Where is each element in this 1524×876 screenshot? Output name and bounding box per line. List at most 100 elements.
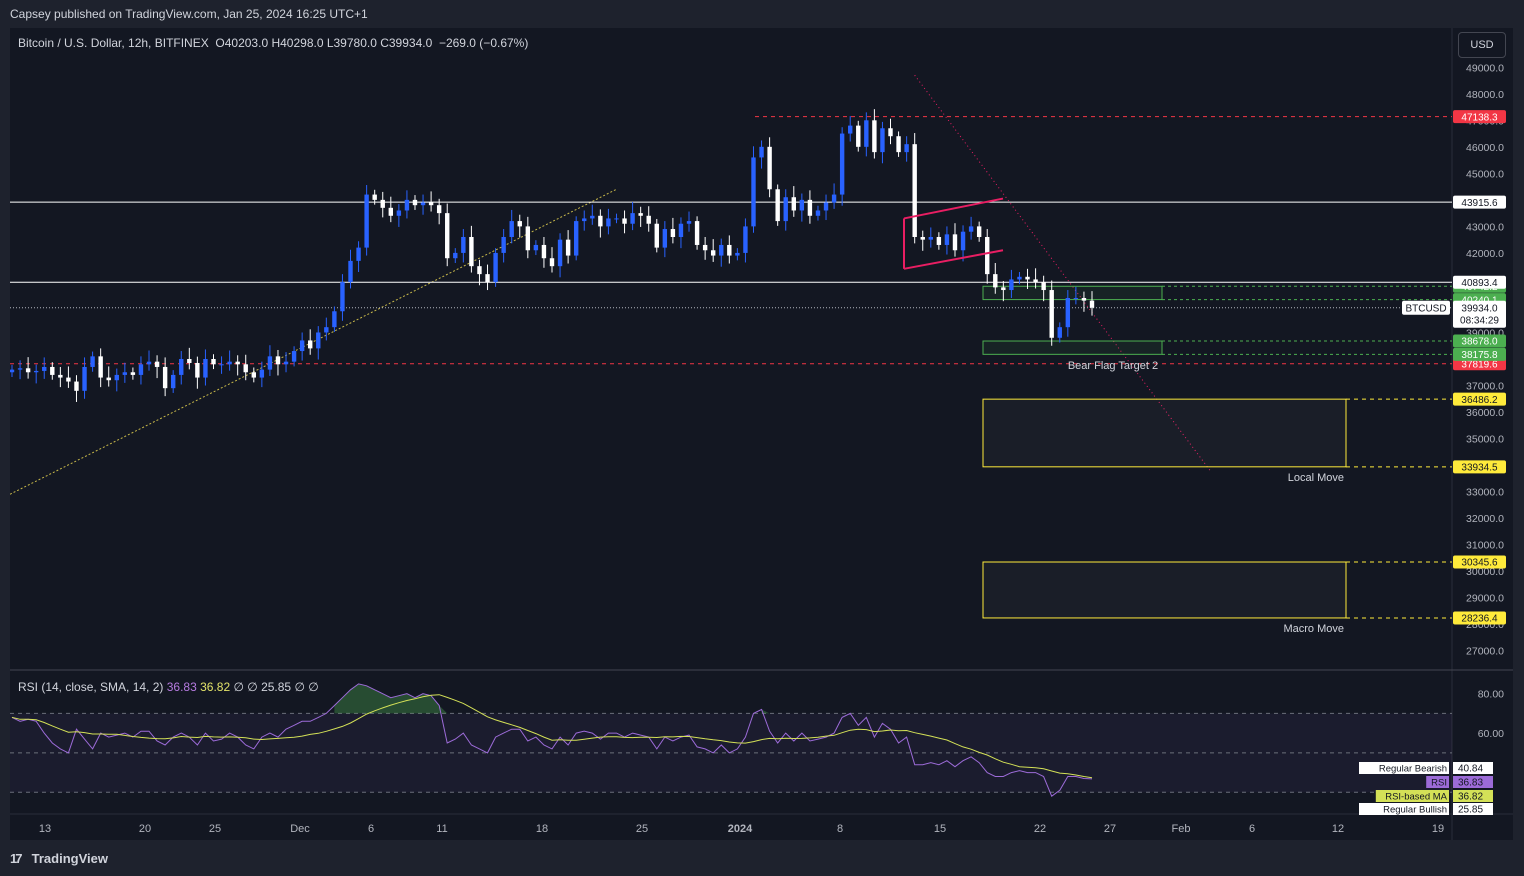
currency-button[interactable]: USD (1458, 32, 1506, 58)
rsi-null-1: ∅ (233, 680, 244, 694)
candles-group (10, 109, 1095, 402)
price-tick-label: 45000.0 (1466, 168, 1504, 180)
rsi-legend: RSI (14, close, SMA, 14, 2) 36.83 36.82 … (18, 680, 319, 694)
candle-body (324, 327, 329, 333)
candle (179, 351, 184, 385)
candle-body (573, 221, 579, 256)
candle (630, 201, 635, 231)
price-tick-label: 29000.0 (1466, 593, 1504, 605)
candle-body (823, 202, 829, 211)
local-move-zone (982, 398, 1347, 468)
candle-body (453, 252, 458, 259)
price-tick-label: 30000.0 (1466, 566, 1504, 578)
macro-move-label: Macro Move (1283, 623, 1344, 635)
candle (372, 189, 377, 205)
candle (1049, 280, 1054, 346)
candle-body (372, 194, 377, 200)
rsi-label-value-bg (1453, 803, 1493, 815)
candle (759, 140, 764, 169)
candle-body (211, 359, 216, 365)
candle (25, 357, 31, 379)
candle-body (968, 226, 974, 232)
candle-body (839, 133, 845, 195)
candle-body (1049, 290, 1054, 338)
candle (219, 356, 224, 374)
candle (993, 262, 998, 294)
candle (743, 218, 748, 263)
candle (976, 221, 982, 242)
candle (412, 195, 418, 210)
candle (243, 354, 248, 381)
rsi-label-value: 25.85 (1458, 805, 1483, 816)
countdown-tag: 08:34:29 (1460, 316, 1499, 327)
candle (880, 121, 885, 164)
candle-body (42, 366, 47, 371)
candle-body (299, 340, 305, 352)
candle (436, 198, 442, 225)
candle-body (880, 128, 885, 153)
candle-body (162, 366, 168, 389)
candle (525, 216, 531, 259)
candle (308, 329, 313, 355)
rsi-null-4: ∅ (308, 680, 319, 694)
candle-body (25, 368, 31, 373)
candle (727, 235, 732, 264)
white-price-tag-bg (1453, 195, 1506, 209)
candle-body (815, 210, 821, 216)
annotations-group: Bear Flag Target 2 Local Move Macro Move (1068, 360, 1344, 635)
green-price-tag-bg (1453, 347, 1506, 361)
candle-body (179, 359, 184, 375)
candle-body (138, 364, 144, 375)
candle-body (283, 361, 289, 365)
price-tick-label: 37000.0 (1466, 381, 1504, 393)
candle-body (872, 120, 877, 153)
candle-body (985, 237, 990, 275)
candle (1073, 286, 1079, 305)
candle (573, 216, 579, 261)
candle-body (759, 146, 764, 158)
chart-frame[interactable]: 27000.0 28000.0 29000.0 30000.0 31000.0 32000… (10, 28, 1513, 840)
candle (582, 210, 587, 231)
white-price-tag: 40893.4 (1461, 278, 1498, 289)
yellow-price-tag: 30345.6 (1461, 558, 1498, 569)
candle-body (308, 340, 313, 349)
candle-body (1065, 298, 1071, 328)
candle-body (541, 244, 547, 259)
rsi-label-value: 40.84 (1458, 764, 1483, 775)
candle (501, 229, 506, 263)
yellow-price-tag-bg (1453, 460, 1506, 474)
candle (549, 247, 555, 273)
rsi-label-value-bg (1453, 762, 1493, 774)
candle-body (1073, 298, 1079, 299)
candle-body (445, 213, 450, 259)
tradingview-logo[interactable]: 17 TradingView (10, 851, 108, 866)
candle-body (227, 361, 232, 365)
candle (557, 233, 563, 278)
candle-body (799, 199, 805, 211)
candle (17, 360, 23, 380)
candle-body (477, 266, 482, 275)
candle (815, 205, 821, 221)
green-zone-lower (982, 340, 1163, 355)
candle-body (831, 194, 837, 203)
candle-body (1001, 287, 1006, 291)
time-tick-label: 19 (1432, 823, 1444, 835)
yellow-price-tag-bg (1453, 555, 1506, 569)
candle (340, 274, 345, 321)
candle-body (719, 244, 724, 256)
candle (1017, 272, 1022, 285)
candle-body (751, 157, 756, 227)
candle (74, 375, 79, 402)
candle (509, 209, 514, 244)
candle (299, 332, 305, 361)
candle-body (10, 369, 15, 373)
candle (848, 116, 853, 142)
candle (275, 349, 281, 376)
candle (638, 206, 643, 227)
red-price-tag-bg (1453, 110, 1506, 124)
candle-body (549, 258, 555, 267)
candle-body (219, 364, 224, 366)
chart-canvas[interactable]: 27000.028000.029000.030000.031000.032000… (10, 28, 1513, 840)
candle (823, 194, 829, 221)
candle (251, 367, 256, 383)
